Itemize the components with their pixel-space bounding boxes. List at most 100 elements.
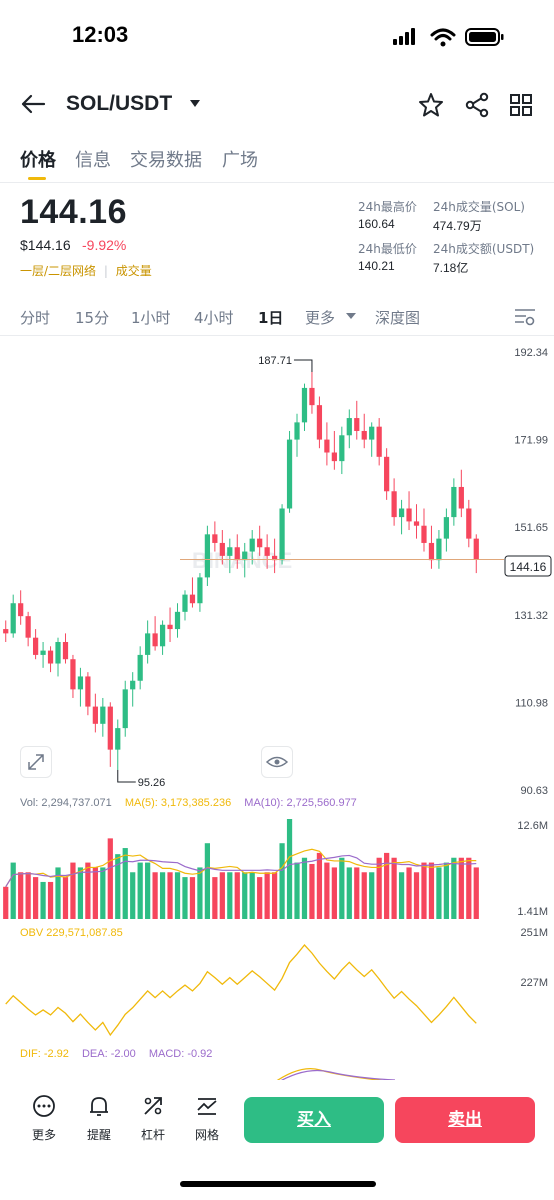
volume-bar bbox=[10, 862, 16, 919]
nav-alert[interactable]: 提醒 bbox=[79, 1094, 119, 1143]
nav-alert-label[interactable]: 提醒 bbox=[86, 1128, 111, 1142]
back-arrow-icon[interactable] bbox=[20, 93, 46, 115]
network-label[interactable]: 一层/二层网络 bbox=[20, 264, 97, 278]
candle-body bbox=[55, 641, 61, 664]
candlestick-chart[interactable]: BINANCE 192.34171.99151.65131.32110.9890… bbox=[0, 340, 554, 810]
favorite-star-icon[interactable] bbox=[418, 92, 444, 118]
expand-icon[interactable] bbox=[21, 747, 51, 777]
grid-trading-icon[interactable] bbox=[195, 1094, 219, 1118]
volume-bar bbox=[316, 852, 323, 919]
stat-low-label: 24h最低价 bbox=[358, 242, 417, 256]
low-marker-line bbox=[117, 770, 136, 783]
volume-bar bbox=[376, 857, 382, 919]
candle-body bbox=[309, 387, 315, 406]
network-tag[interactable]: 一层/二层网络 | 成交量 bbox=[20, 262, 152, 279]
candle-body bbox=[413, 521, 420, 526]
stat-vol-sol-label: 24h成交量(SOL) bbox=[433, 200, 525, 214]
period-15m[interactable]: 15分 bbox=[75, 309, 110, 327]
period-4h[interactable]: 4小时 bbox=[194, 309, 234, 327]
volume-bar bbox=[391, 857, 397, 919]
macd-value: MACD: -0.92 bbox=[148, 1048, 213, 1060]
volume-bar bbox=[212, 877, 218, 919]
volume-bar bbox=[189, 877, 196, 919]
layout-grid-icon[interactable] bbox=[510, 94, 532, 116]
bell-icon[interactable] bbox=[87, 1094, 111, 1118]
volume-bar bbox=[85, 862, 91, 919]
candle-body bbox=[384, 456, 390, 492]
volume-bar bbox=[137, 862, 143, 919]
pair-dropdown-icon[interactable] bbox=[189, 99, 201, 109]
period-time[interactable]: 分时 bbox=[20, 309, 51, 327]
buy-button[interactable]: 买入 bbox=[244, 1097, 384, 1143]
more-dropdown-icon[interactable] bbox=[346, 313, 356, 320]
tab-info[interactable]: 信息 bbox=[75, 150, 111, 171]
stat-vol-usdt-label: 24h成交额(USDT) bbox=[433, 242, 535, 256]
sell-button[interactable]: 卖出 bbox=[395, 1097, 535, 1143]
visibility-button[interactable] bbox=[261, 746, 293, 778]
volume-bar bbox=[354, 867, 360, 919]
volume-bar bbox=[443, 862, 450, 919]
candle-body bbox=[189, 594, 196, 604]
y-axis-tick: 192.34 bbox=[514, 347, 548, 359]
wifi-icon bbox=[430, 28, 456, 47]
share-icon[interactable] bbox=[464, 92, 490, 118]
candle-body bbox=[294, 422, 300, 440]
volume-bar bbox=[361, 872, 367, 919]
chart-settings-icon[interactable] bbox=[514, 306, 536, 326]
vol-value: Vol: 2,294,737.071 bbox=[20, 797, 112, 809]
volume-tag[interactable]: 成交量 bbox=[115, 264, 152, 278]
volume-bar bbox=[264, 872, 270, 919]
candle-body bbox=[339, 435, 345, 462]
period-1h[interactable]: 1小时 bbox=[131, 309, 171, 327]
tab-square[interactable]: 广场 bbox=[222, 150, 258, 171]
vol-axis-top: 12.6M bbox=[517, 820, 548, 832]
volume-bar bbox=[145, 862, 151, 919]
volume-bar bbox=[47, 881, 54, 919]
candle-body bbox=[18, 603, 24, 617]
candle-body bbox=[212, 534, 218, 543]
fullscreen-button[interactable] bbox=[20, 746, 52, 778]
eye-icon[interactable] bbox=[262, 747, 292, 777]
sell-label[interactable]: 卖出 bbox=[448, 1110, 482, 1130]
tab-trading-data[interactable]: 交易数据 bbox=[130, 150, 202, 171]
nav-leverage[interactable]: 杠杆 bbox=[133, 1094, 173, 1143]
candle-body bbox=[234, 547, 240, 561]
obv-axis-top: 251M bbox=[520, 927, 548, 939]
candle-body bbox=[301, 387, 308, 423]
volume-bar bbox=[242, 872, 248, 919]
candle-body bbox=[451, 486, 457, 518]
period-more[interactable]: 更多 bbox=[305, 309, 336, 327]
leverage-icon[interactable] bbox=[141, 1094, 165, 1118]
nav-leverage-label[interactable]: 杠杆 bbox=[140, 1128, 165, 1142]
period-1d[interactable]: 1日 bbox=[258, 309, 284, 327]
buy-label[interactable]: 买入 bbox=[297, 1110, 331, 1130]
header-divider bbox=[0, 182, 554, 183]
candle-body bbox=[354, 418, 360, 431]
candle-body bbox=[145, 633, 151, 655]
volume-bar bbox=[421, 862, 427, 919]
volume-bar bbox=[294, 862, 300, 919]
candle-body bbox=[92, 706, 98, 724]
volume-bar bbox=[18, 872, 24, 919]
nav-more-label[interactable]: 更多 bbox=[31, 1128, 56, 1142]
volume-chart bbox=[3, 819, 479, 919]
candle-body bbox=[204, 534, 211, 578]
candle-body bbox=[70, 659, 76, 690]
candle-body bbox=[458, 486, 464, 509]
candle-body bbox=[264, 547, 270, 556]
volume-bar bbox=[369, 872, 375, 919]
obv-legend: OBV 229,571,087.85 bbox=[20, 927, 123, 939]
period-depth[interactable]: 深度图 bbox=[375, 309, 421, 327]
pair-title[interactable]: SOL/USDT bbox=[66, 92, 173, 115]
y-axis-tick: 110.98 bbox=[515, 697, 548, 709]
nav-more[interactable]: 更多 bbox=[24, 1094, 64, 1143]
candle-body bbox=[391, 491, 397, 518]
nav-grid[interactable]: 网格 bbox=[187, 1094, 227, 1143]
volume-bar bbox=[219, 872, 225, 919]
candle-body bbox=[3, 629, 9, 634]
tab-price[interactable]: 价格 bbox=[20, 150, 56, 171]
nav-grid-label[interactable]: 网格 bbox=[194, 1128, 219, 1142]
more-icon[interactable] bbox=[32, 1094, 56, 1118]
volume-bar bbox=[466, 857, 472, 919]
volume-bar bbox=[159, 872, 166, 919]
